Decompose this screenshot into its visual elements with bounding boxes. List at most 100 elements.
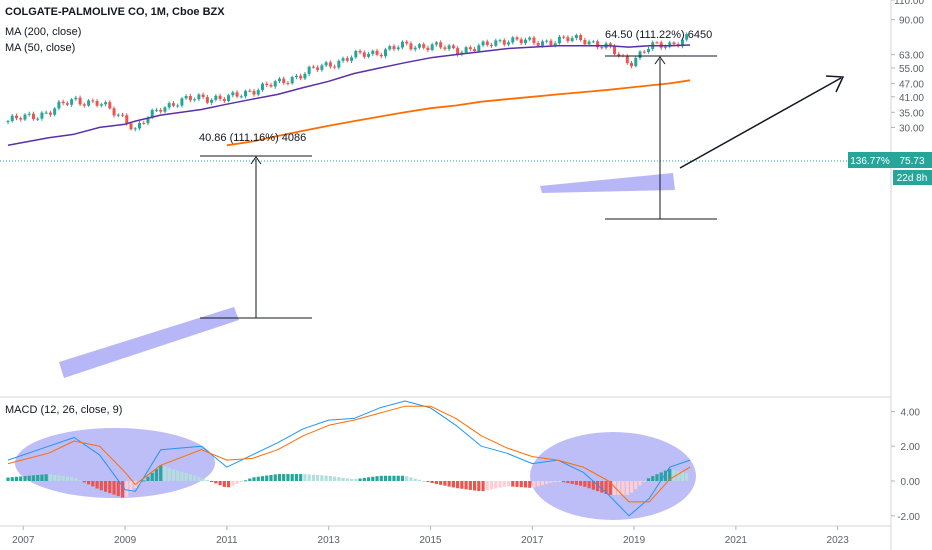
macd-histogram-bar [528, 481, 532, 488]
candle-body [502, 40, 506, 45]
macd-histogram-bar [574, 481, 578, 485]
macd-histogram-bar [557, 481, 562, 482]
macd-histogram-bar [545, 481, 549, 485]
macd-histogram-bar [337, 477, 341, 481]
macd-histogram-bar [218, 481, 222, 486]
macd-histogram-bar [536, 481, 540, 487]
price-tick-label: 41.00 [899, 93, 924, 104]
candle-body [91, 100, 95, 102]
macd-histogram-bar [197, 476, 201, 481]
candle-body [188, 96, 192, 101]
candle-body [44, 112, 48, 114]
candle-body [430, 44, 434, 51]
macd-histogram-bar [604, 481, 608, 495]
current-price-badge [893, 152, 932, 168]
candle-body [443, 47, 447, 49]
candle-body [579, 35, 583, 40]
macd-histogram-bar [328, 476, 332, 481]
candle-body [65, 103, 69, 105]
macd-histogram-bar [108, 481, 112, 494]
candle-body [87, 100, 91, 106]
macd-histogram-bar [464, 481, 468, 490]
macd-histogram-bar [282, 474, 286, 481]
candle-body [587, 41, 591, 45]
candle-body [379, 54, 383, 57]
macd-histogram-bar [638, 481, 642, 486]
macd-histogram-bar [366, 477, 371, 481]
candle-body [362, 52, 366, 57]
candle-body [528, 37, 532, 40]
candle-body [57, 101, 61, 109]
macd-histogram-bar [184, 472, 188, 481]
candle-body [532, 37, 536, 43]
price-tick-label: 47.00 [899, 79, 924, 90]
candle-body [417, 44, 421, 48]
macd-histogram-bar [31, 475, 36, 481]
macd-histogram-bar [515, 481, 519, 487]
candle-body [320, 65, 324, 70]
candle-body [583, 39, 587, 45]
macd-histogram-bar [371, 476, 375, 481]
candle-body [108, 102, 112, 109]
candle-body [61, 101, 65, 104]
candle-body [562, 36, 566, 38]
macd-histogram-bar [451, 481, 455, 488]
macd-histogram-bar [48, 474, 53, 481]
macd-histogram-bar [70, 477, 74, 481]
macd-histogram-bar [180, 471, 184, 481]
macd-histogram-bar [23, 476, 27, 481]
macd-histogram-bar [485, 481, 489, 491]
candle-body [31, 113, 35, 120]
candle-body [663, 46, 667, 48]
macd-histogram-bar [299, 474, 303, 481]
macd-legend: MACD (12, 26, close, 9) [5, 404, 123, 416]
candle-body [137, 122, 141, 129]
macd-histogram-bar [231, 481, 235, 486]
candle-body [307, 66, 311, 74]
candle-body [286, 82, 290, 84]
candle-body [6, 121, 10, 123]
macd-histogram-bar [519, 481, 523, 488]
macd-histogram-bar [375, 476, 379, 481]
macd-histogram-bar [540, 481, 545, 486]
highlight-base-2018 [540, 173, 675, 193]
macd-histogram-bar [239, 481, 243, 483]
candle-body [70, 99, 74, 105]
time-tick-label: 2017 [521, 535, 544, 546]
candle-body [104, 102, 108, 105]
ma50-legend: MA (50, close) [5, 42, 76, 54]
time-tick-label: 2009 [114, 535, 137, 546]
candle-body [265, 83, 269, 85]
candle-body [434, 42, 438, 45]
candle-body [481, 41, 485, 46]
candle-body [142, 122, 146, 124]
candle-body [426, 47, 430, 51]
candle-body [625, 55, 629, 64]
macd-histogram-bar [481, 481, 485, 492]
candle-body [468, 47, 472, 50]
candle-body [536, 42, 540, 46]
macd-histogram-bar [642, 481, 646, 482]
price-tick-label: 90.00 [899, 16, 924, 27]
candle-body [350, 57, 354, 61]
candle-body [608, 43, 612, 47]
candle-body [384, 49, 388, 57]
price-tick-label: 35.00 [899, 108, 924, 119]
candle-body [494, 40, 498, 46]
macd-histogram-bar [226, 481, 231, 488]
candle-body [638, 51, 642, 58]
candle-body [553, 43, 557, 46]
candle-body [545, 40, 549, 42]
macd-histogram-bar [27, 475, 31, 481]
candle-body [10, 115, 14, 122]
macd-histogram-bar [672, 469, 676, 481]
time-tick-label: 2019 [623, 535, 646, 546]
candle-body [422, 44, 426, 48]
macd-histogram-bar [676, 470, 680, 481]
macd-histogram-bar [120, 481, 125, 498]
macd-histogram-bar [502, 481, 506, 487]
candle-body [591, 41, 595, 43]
candle-body [507, 42, 511, 45]
candle-body [557, 36, 561, 44]
macd-histogram-bar [655, 474, 659, 481]
